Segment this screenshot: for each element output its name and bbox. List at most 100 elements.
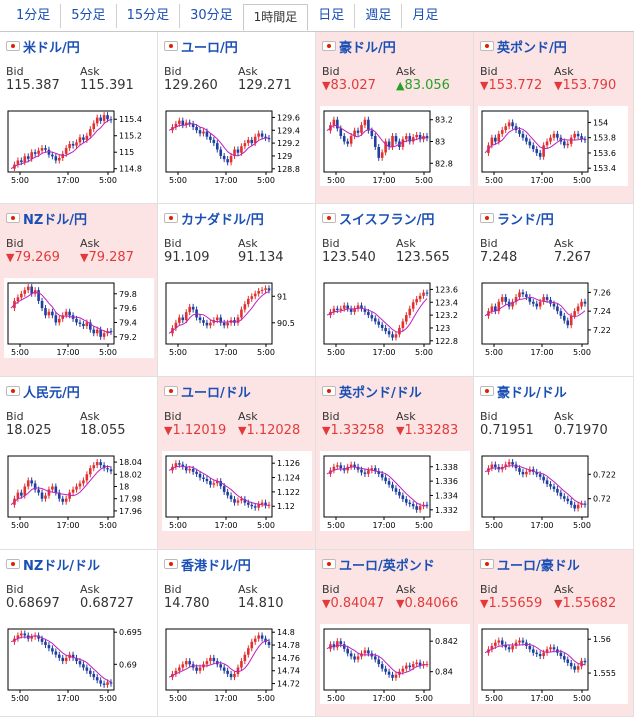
candle-body	[75, 142, 78, 146]
tab-1[interactable]: 5分足	[61, 3, 117, 28]
candle-body	[253, 506, 257, 508]
candle-body	[573, 311, 576, 316]
rate-card[interactable]: 英ポンド/円 Bid Ask ▼153.772 ▼153.790 154 153.8 153.…	[474, 32, 634, 204]
y-tick-label: 91	[277, 292, 287, 301]
pair-title[interactable]: 香港ドル/円	[164, 556, 251, 574]
candlestick-chart[interactable]: 7.26 7.24 7.22 5:00 17:00 5:00	[478, 278, 628, 358]
candlestick-chart[interactable]: 79.879.679.479.25:00 17:00 5:00	[4, 278, 154, 358]
y-tick-label: 153.8	[593, 134, 616, 143]
pair-name[interactable]: NZドル/円	[23, 212, 88, 228]
candle-body	[54, 315, 58, 323]
rate-card[interactable]: ユーロ/英ポンド Bid Ask ▼0.84047 ▼0.84066 0.842 0.84 5…	[316, 550, 474, 717]
pair-title[interactable]: 米ドル/円	[6, 38, 80, 56]
pair-name[interactable]: ユーロ/円	[181, 40, 238, 56]
pair-name[interactable]: ユーロ/英ポンド	[339, 558, 435, 574]
rate-card[interactable]: ユーロ/豪ドル Bid Ask ▼1.55659 ▼1.55682 1.56 1.555 5:…	[474, 550, 634, 717]
pair-name[interactable]: NZドル/ドル	[23, 558, 101, 574]
rate-card[interactable]: 英ポンド/ドル Bid Ask ▼1.33258 ▼1.33283 1.338 1.336 1…	[316, 377, 474, 550]
pair-title[interactable]: 英ポンド/ドル	[322, 383, 422, 401]
rate-card[interactable]: ランド/円 Bid Ask 7.248 7.267 7.26 7.24 7.22 5:00 17:…	[474, 204, 634, 377]
rate-card[interactable]: 豪ドル/ドル Bid Ask 0.71951 0.71970 0.722 0.72 5:00 1…	[474, 377, 634, 550]
arrow-down-icon: ▼	[554, 597, 563, 610]
candle-body	[23, 633, 27, 636]
candle-body	[253, 136, 257, 144]
moving-average-line	[484, 127, 586, 154]
pair-title[interactable]: NZドル/円	[6, 210, 88, 228]
candle-body	[78, 137, 82, 143]
candle-body	[20, 492, 23, 496]
tab-7[interactable]: 月足	[412, 7, 439, 23]
candle-body	[250, 296, 254, 299]
candle-body	[552, 486, 556, 489]
candlestick-chart[interactable]: 0.722 0.72 5:00 17:00 5:00	[478, 451, 628, 531]
rate-card[interactable]: ユーロ/ドル Bid Ask ▼1.12019 ▼1.12028 1.126 1.124 1.…	[158, 377, 316, 550]
candlestick-chart[interactable]: 1.56 1.555 5:00 17:00 5:00	[478, 624, 628, 704]
flag-icon	[6, 386, 20, 396]
tab-5[interactable]: 日足	[308, 3, 356, 28]
candle-body	[89, 468, 92, 475]
pair-title[interactable]: 英ポンド/円	[480, 38, 567, 56]
candle-body	[353, 656, 356, 660]
pair-title[interactable]: ランド/円	[480, 210, 554, 228]
candle-body	[233, 499, 236, 503]
candlestick-chart[interactable]: 91 90.5 5:00 17:00 5:00	[162, 278, 312, 358]
rate-card[interactable]: 米ドル/円 Bid Ask 115.387 115.391 115.4 115.2 115 11…	[0, 32, 158, 204]
rate-card[interactable]: 香港ドル/円 Bid Ask 14.780 14.810 14.8 14.78 14.76 14…	[158, 550, 316, 717]
tab-6[interactable]: 週足	[355, 3, 403, 28]
candle-body	[401, 139, 405, 147]
tab-3[interactable]: 30分足	[190, 7, 233, 23]
pair-name[interactable]: 豪ドル/円	[339, 40, 396, 56]
pair-name[interactable]: ランド/円	[497, 212, 554, 228]
pair-title[interactable]: 豪ドル/円	[322, 38, 396, 56]
rate-card[interactable]: スイスフラン/円 Bid Ask 123.540 123.565 123.6 123.4 12…	[316, 204, 474, 377]
pair-title[interactable]: スイスフラン/円	[322, 210, 435, 228]
candlestick-chart[interactable]: 0.842 0.84 5:00 17:00 5:00	[320, 624, 470, 704]
pair-name[interactable]: カナダドル/円	[181, 212, 264, 228]
tab-4[interactable]: 1時間足	[242, 4, 309, 31]
pair-title[interactable]: カナダドル/円	[164, 210, 264, 228]
pair-title[interactable]: NZドル/ドル	[6, 556, 101, 574]
pair-name[interactable]: 香港ドル/円	[181, 558, 251, 574]
pair-title[interactable]: ユーロ/円	[164, 38, 238, 56]
rate-card[interactable]: カナダドル/円 Bid Ask 91.109 91.134 91 90.5 5:00 17:00…	[158, 204, 316, 377]
pair-title[interactable]: ユーロ/英ポンド	[322, 556, 435, 574]
pair-name[interactable]: ユーロ/ドル	[181, 385, 251, 401]
y-tick-label: 7.26	[593, 288, 611, 297]
pair-name[interactable]: スイスフラン/円	[339, 212, 435, 228]
candlestick-chart[interactable]: 1.126 1.124 1.122 1.12 5:00 17:00 5:00	[162, 451, 312, 531]
rate-card[interactable]: NZドル/円 Bid Ask ▼79.269 ▼79.287 79.8 79.6 79.4 79…	[0, 204, 158, 377]
candle-body	[209, 657, 212, 662]
pair-title[interactable]: 豪ドル/ドル	[480, 383, 567, 401]
candle-body	[556, 133, 559, 138]
pair-name[interactable]: 英ポンド/円	[497, 40, 567, 56]
rate-card[interactable]: NZドル/ドル Bid Ask 0.68697 0.68727 0.695 0.69 5:00…	[0, 550, 158, 717]
candle-body	[191, 468, 195, 472]
rate-card[interactable]: ユーロ/円 Bid Ask 129.260 129.271 129.6 129.4 129.2…	[158, 32, 316, 204]
pair-name[interactable]: 米ドル/円	[23, 40, 80, 56]
tab-2[interactable]: 15分足	[117, 3, 181, 28]
tab-0[interactable]: 1分足	[6, 3, 62, 28]
candlestick-chart[interactable]: 0.695 0.69 5:00 17:00 5:00	[4, 624, 154, 704]
timeframe-tabs: 1分足 5分足 15分足 30分足 1時間足 日足 週足 月足	[0, 0, 634, 32]
candle-body	[425, 136, 429, 139]
pair-title[interactable]: ユーロ/豪ドル	[480, 556, 580, 574]
x-tick-label: 5:00	[169, 176, 187, 185]
pair-title[interactable]: ユーロ/ドル	[164, 383, 251, 401]
y-tick-label: 7.24	[593, 307, 611, 316]
rate-card[interactable]: 人民元/円 Bid Ask 18.025 18.055 18.04 18.02 18 17.98…	[0, 377, 158, 550]
pair-name[interactable]: 人民元/円	[23, 385, 80, 401]
rate-card[interactable]: 豪ドル/円 Bid Ask ▼83.027 ▲83.056 83.2 83 82.8 5:00 1…	[316, 32, 474, 204]
pair-name[interactable]: 豪ドル/ドル	[497, 385, 567, 401]
pair-title[interactable]: 人民元/円	[6, 383, 80, 401]
candle-body	[64, 148, 68, 154]
pair-name[interactable]: ユーロ/豪ドル	[497, 558, 580, 574]
pair-name[interactable]: 英ポンド/ドル	[339, 385, 422, 401]
